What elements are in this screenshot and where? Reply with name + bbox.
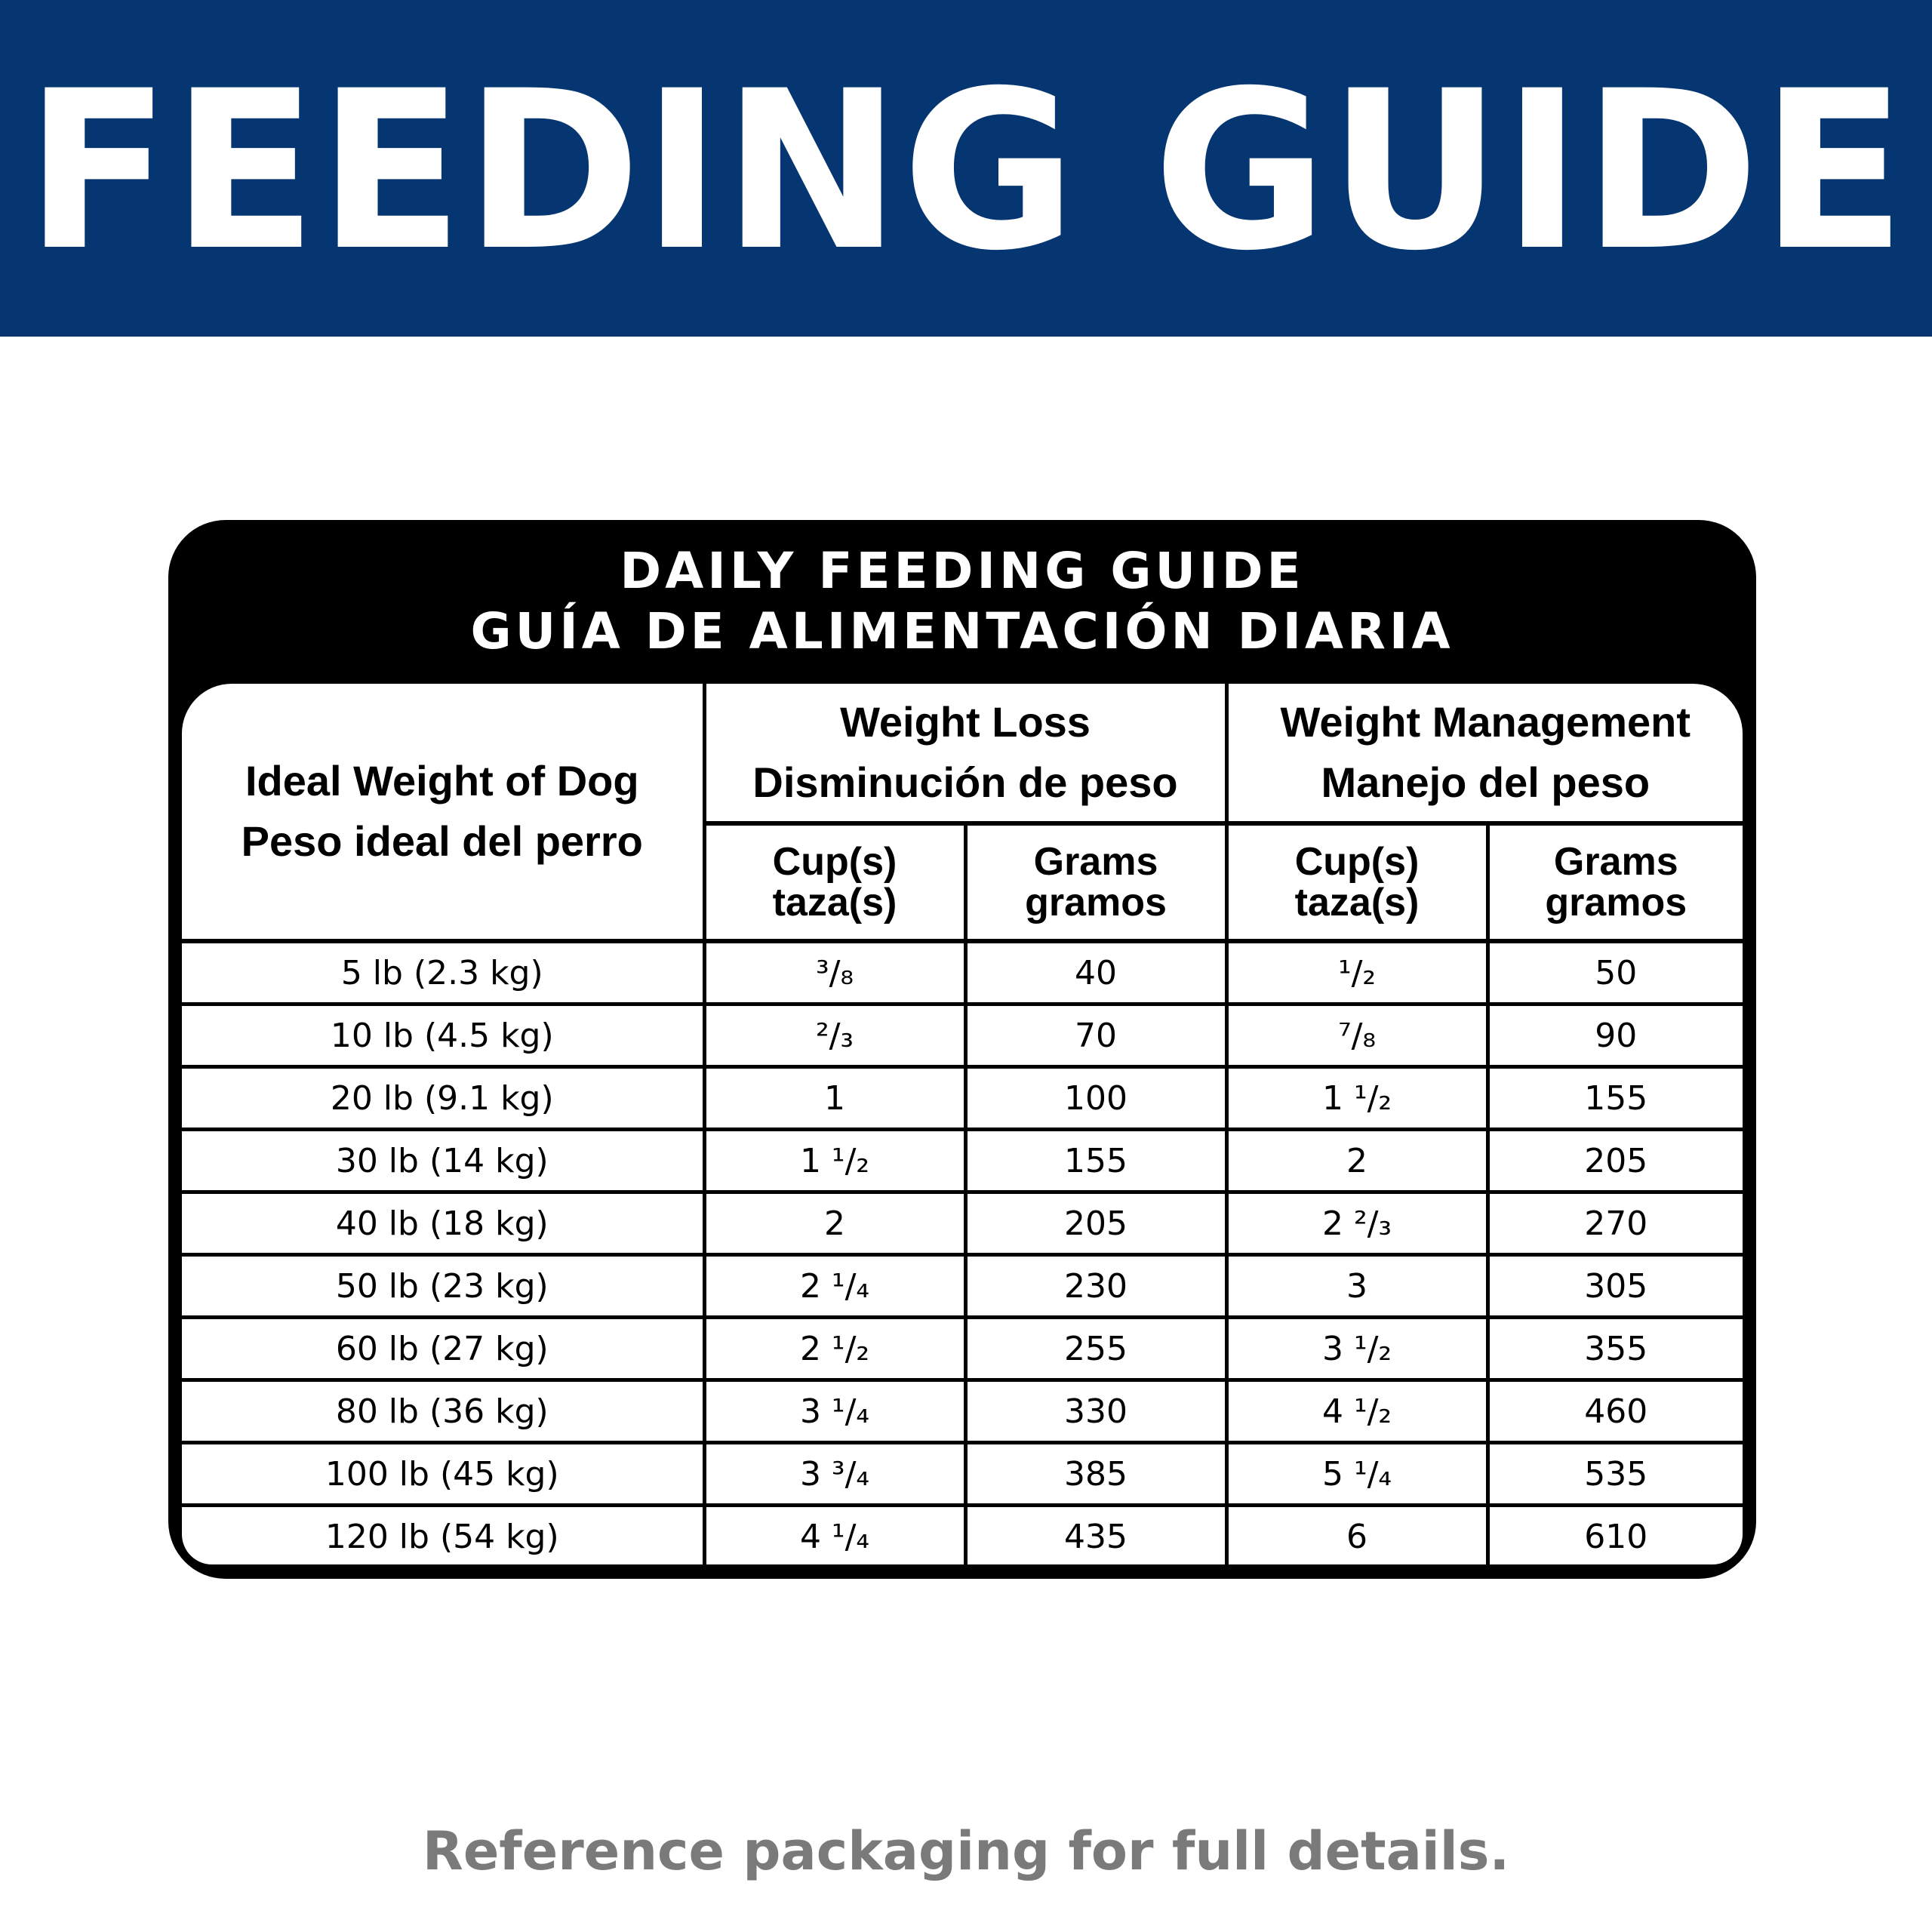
cell-ideal-weight: 10 lb (4.5 kg): [182, 1004, 706, 1069]
cell-ideal-weight: 100 lb (45 kg): [182, 1442, 706, 1507]
table-row: 30 lb (14 kg) 1 ¹/₂ 155 2 205: [182, 1129, 1743, 1194]
cell-mgmt-grams: 355: [1487, 1317, 1743, 1382]
cell-mgmt-grams: 535: [1487, 1442, 1743, 1507]
cell-mgmt-cups: ⁷/₈: [1226, 1004, 1490, 1069]
cell-mgmt-grams: 205: [1487, 1129, 1743, 1194]
cell-loss-grams: 40: [965, 941, 1229, 1006]
cell-mgmt-grams: 270: [1487, 1192, 1743, 1257]
cell-ideal-weight: 50 lb (23 kg): [182, 1254, 706, 1319]
table-row: 10 lb (4.5 kg) ²/₃ 70 ⁷/₈ 90: [182, 1004, 1743, 1069]
cell-loss-cups: 4 ¹/₄: [704, 1505, 968, 1564]
header-mgmt-grams: Grams gramos: [1487, 823, 1743, 943]
header-weight-management: Weight Management Manejo del peso: [1226, 684, 1743, 826]
cell-loss-cups: 2 ¹/₄: [704, 1254, 968, 1319]
feeding-table: Ideal Weight of Dog Peso ideal del perro…: [182, 684, 1743, 1564]
cell-loss-cups: 1 ¹/₂: [704, 1129, 968, 1194]
card-title-english: DAILY FEEDING GUIDE: [620, 542, 1305, 600]
cell-mgmt-cups: 3: [1226, 1254, 1490, 1319]
table-row: 120 lb (54 kg) 4 ¹/₄ 435 6 610: [182, 1505, 1743, 1564]
cell-mgmt-grams: 610: [1584, 1517, 1648, 1556]
cell-loss-grams: 70: [965, 1004, 1229, 1069]
cell-mgmt-cups: 6: [1226, 1505, 1490, 1564]
cell-loss-grams: 330: [965, 1380, 1229, 1444]
cell-loss-grams: 385: [965, 1442, 1229, 1507]
cell-loss-grams: 100: [965, 1066, 1229, 1131]
cell-loss-grams: 230: [965, 1254, 1229, 1319]
table-row: 60 lb (27 kg) 2 ¹/₂ 255 3 ¹/₂ 355: [182, 1317, 1743, 1382]
cell-loss-grams: 435: [965, 1505, 1229, 1564]
cell-loss-cups: 2 ¹/₂: [704, 1317, 968, 1382]
cell-mgmt-grams: 305: [1487, 1254, 1743, 1319]
cell-mgmt-grams: 50: [1487, 941, 1743, 1006]
cell-mgmt-grams: 155: [1487, 1066, 1743, 1131]
cell-loss-cups: 1: [704, 1066, 968, 1131]
cell-mgmt-grams: 90: [1487, 1004, 1743, 1069]
header-mgmt-cups: Cup(s) taza(s): [1226, 823, 1490, 943]
cell-ideal-weight: 30 lb (14 kg): [182, 1129, 706, 1194]
cell-loss-cups: 3 ³/₄: [704, 1442, 968, 1507]
footer-note: Reference packaging for full details.: [422, 1820, 1510, 1882]
cell-mgmt-grams: 460: [1487, 1380, 1743, 1444]
cell-ideal-weight: 60 lb (27 kg): [182, 1317, 706, 1382]
cell-mgmt-cups: 4 ¹/₂: [1226, 1380, 1490, 1444]
cell-ideal-weight: 20 lb (9.1 kg): [182, 1066, 706, 1131]
table-row: 5 lb (2.3 kg) ³/₈ 40 ¹/₂ 50: [182, 941, 1743, 1006]
feeding-guide-card: DAILY FEEDING GUIDE GUÍA DE ALIMENTACIÓN…: [168, 520, 1756, 1579]
cell-mgmt-cups: 2: [1226, 1129, 1490, 1194]
cell-mgmt-cups: 3 ¹/₂: [1226, 1317, 1490, 1382]
table-row: 40 lb (18 kg) 2 205 2 ²/₃ 270: [182, 1192, 1743, 1257]
cell-mgmt-cups: ¹/₂: [1226, 941, 1490, 1006]
cell-mgmt-cups: 5 ¹/₄: [1226, 1442, 1490, 1507]
cell-ideal-weight: 40 lb (18 kg): [182, 1192, 706, 1257]
cell-loss-grams: 155: [965, 1129, 1229, 1194]
cell-mgmt-cups: 2 ²/₃: [1226, 1192, 1490, 1257]
header-ideal-weight: Ideal Weight of Dog Peso ideal del perro: [182, 684, 706, 943]
cell-mgmt-cups: 1 ¹/₂: [1226, 1066, 1490, 1131]
cell-loss-grams: 255: [965, 1317, 1229, 1382]
card-title: DAILY FEEDING GUIDE GUÍA DE ALIMENTACIÓN…: [168, 541, 1756, 662]
cell-loss-cups: ²/₃: [704, 1004, 968, 1069]
header-banner: FEEDING GUIDE: [0, 0, 1932, 337]
feeding-table-container: Ideal Weight of Dog Peso ideal del perro…: [182, 684, 1743, 1564]
cell-loss-grams: 205: [965, 1192, 1229, 1257]
header-loss-grams: Grams gramos: [965, 823, 1229, 943]
cell-loss-cups: 3 ¹/₄: [704, 1380, 968, 1444]
cell-ideal-weight: 80 lb (36 kg): [182, 1380, 706, 1444]
header-loss-cups: Cup(s) taza(s): [704, 823, 968, 943]
table-row: 80 lb (36 kg) 3 ¹/₄ 330 4 ¹/₂ 460: [182, 1380, 1743, 1444]
cell-loss-cups: 2: [704, 1192, 968, 1257]
header-row-units: Cup(s) taza(s) Grams gramos Cup(s) taza(…: [182, 823, 1743, 943]
header-row-groups: Ideal Weight of Dog Peso ideal del perro…: [182, 684, 1743, 943]
banner-title: FEEDING GUIDE: [25, 45, 1907, 299]
header-weight-loss: Weight Loss Disminución de peso: [704, 684, 1229, 826]
table-row: 100 lb (45 kg) 3 ³/₄ 385 5 ¹/₄ 535: [182, 1442, 1743, 1507]
table-body: 5 lb (2.3 kg) ³/₈ 40 ¹/₂ 50 10 lb (4.5 kg) ²/₃…: [182, 941, 1743, 1564]
card-title-spanish: GUÍA DE ALIMENTACIÓN DIARIA: [470, 602, 1454, 660]
cell-ideal-weight: 5 lb (2.3 kg): [182, 941, 706, 1006]
cell-loss-cups: ³/₈: [704, 941, 968, 1006]
cell-ideal-weight: 120 lb (54 kg): [182, 1505, 706, 1564]
table-row: 20 lb (9.1 kg) 1 100 1 ¹/₂ 155: [182, 1066, 1743, 1131]
table-row: 50 lb (23 kg) 2 ¹/₄ 230 3 305: [182, 1254, 1743, 1319]
